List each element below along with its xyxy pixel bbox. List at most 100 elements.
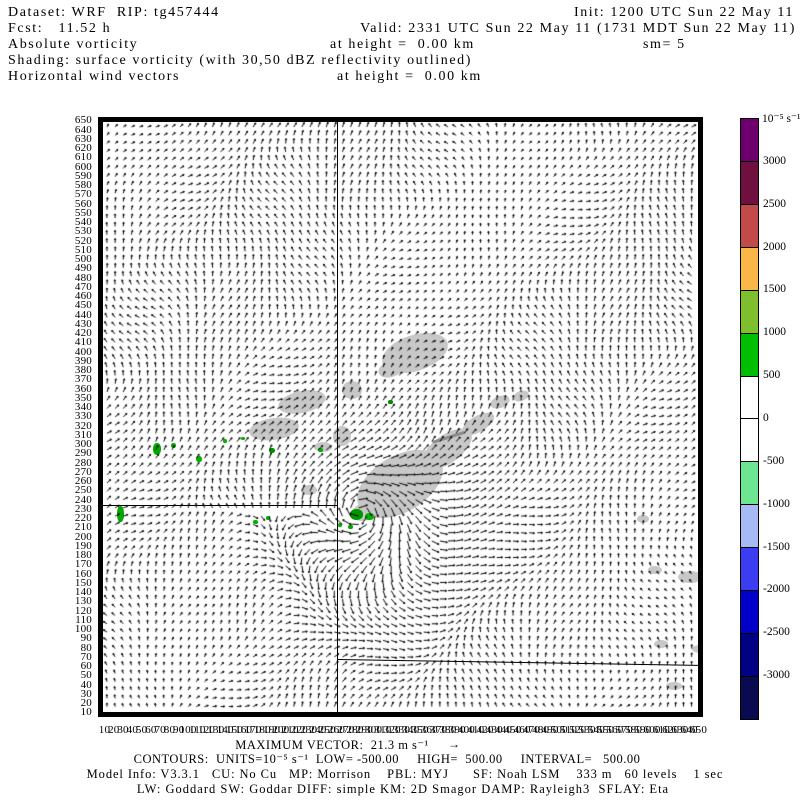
x-tick-label: 130 — [207, 724, 225, 736]
y-tick-label: 540 — [74, 216, 92, 229]
field-height-label: at height = 0.00 km — [330, 37, 475, 52]
x-tick-label: 70 — [154, 724, 166, 736]
y-tick-label: 150 — [74, 576, 92, 589]
y-tick-label: 200 — [74, 530, 92, 543]
y-tick-label: 60 — [80, 660, 92, 673]
y-tick-label: 220 — [74, 512, 92, 525]
x-tick-label: 90 — [173, 724, 185, 736]
y-tick-label: 320 — [74, 419, 92, 432]
field-title: Absolute vorticity — [8, 37, 139, 52]
x-tick-label: 490 — [541, 724, 559, 736]
y-tick-label: 510 — [74, 243, 92, 256]
x-tick-label: 500 — [550, 724, 568, 736]
x-tick-label: 460 — [513, 724, 531, 736]
y-tick-label: 250 — [74, 484, 92, 497]
colorbar-tick-label: 500 — [763, 369, 781, 382]
y-tick-label: 600 — [74, 160, 92, 173]
x-tick-label: 520 — [569, 724, 587, 736]
x-tick-label: 60 — [145, 724, 157, 736]
header-forecast-hour: Fcst: 11.52 h — [8, 21, 112, 36]
max-vector-label: MAXIMUM VECTOR: 21.3 m s⁻¹ — [235, 738, 429, 752]
colorbar-cell — [741, 332, 758, 376]
x-tick-label: 530 — [578, 724, 596, 736]
y-tick-label: 620 — [74, 142, 92, 155]
x-tick-label: 420 — [476, 724, 494, 736]
x-tick-label: 190 — [262, 724, 281, 736]
x-tick-label: 440 — [495, 724, 513, 736]
y-tick-label: 420 — [74, 327, 92, 340]
x-tick-label: 630 — [671, 724, 689, 736]
x-tick-label: 650 — [689, 724, 708, 736]
x-tick-label: 10 — [98, 724, 111, 736]
colorbar-cell — [741, 633, 758, 676]
y-tick-label: 570 — [74, 188, 92, 201]
y-tick-label: 280 — [74, 456, 92, 469]
y-tick-label: 520 — [74, 234, 92, 247]
x-tick-label: 280 — [346, 724, 364, 736]
colorbar-cell — [741, 418, 758, 462]
y-tick-label: 650 — [74, 114, 92, 127]
x-tick-label: 360 — [420, 724, 438, 736]
x-tick-label: 180 — [253, 724, 271, 736]
y-tick-label: 90 — [80, 632, 92, 645]
y-tick-label: 20 — [80, 697, 92, 710]
x-tick-label: 400 — [457, 724, 476, 736]
colorbar-cell — [741, 289, 758, 333]
x-tick-label: 320 — [383, 724, 401, 736]
y-tick-label: 170 — [74, 558, 92, 571]
vector-description: Horizontal wind vectors — [8, 69, 181, 84]
colorbar-cell — [741, 246, 758, 290]
y-tick-label: 130 — [74, 595, 92, 608]
colorbar-tick-label: 0 — [763, 412, 769, 424]
x-tick-label: 150 — [225, 724, 243, 736]
smoothing-label: sm= 5 — [643, 37, 686, 52]
y-tick-label: 40 — [80, 678, 92, 691]
y-tick-label: 410 — [74, 336, 92, 349]
y-tick-label: 480 — [74, 271, 92, 284]
x-tick-label: 590 — [634, 724, 652, 736]
x-tick-label: 40 — [126, 724, 139, 736]
colorbar-cell — [741, 160, 758, 204]
x-tick-label: 430 — [485, 724, 503, 736]
x-tick-label: 480 — [532, 724, 550, 736]
vector-height-label: at height = 0.00 km — [337, 69, 482, 84]
colorbar-tick-label: -1500 — [763, 540, 790, 553]
y-tick-label: 230 — [74, 502, 92, 515]
y-tick-label: 550 — [74, 206, 92, 219]
colorbar-cell — [741, 675, 758, 719]
model-info-line1: Model Info: V3.3.1 CU: No Cu MP: Morriso… — [86, 767, 724, 781]
model-info-line2: LW: Goddard SW: Goddar DIFF: simple KM: … — [136, 782, 670, 796]
colorbar-tick-label: 2000 — [763, 240, 786, 253]
y-tick-label: 460 — [74, 290, 92, 303]
y-tick-label: 300 — [74, 438, 92, 451]
y-tick-label: 330 — [74, 410, 92, 423]
colorbar-cell — [741, 375, 758, 419]
x-tick-label: 80 — [163, 724, 176, 736]
wind-vector-canvas — [103, 122, 698, 712]
x-tick-label: 270 — [337, 724, 355, 736]
x-tick-label: 540 — [587, 724, 605, 736]
y-tick-label: 30 — [80, 687, 92, 700]
header-dataset: Dataset: WRF RIP: tg457444 — [8, 5, 220, 20]
colorbar-tick-label: -3000 — [763, 669, 790, 682]
colorbar-cell — [741, 590, 758, 634]
y-tick-label: 400 — [74, 345, 92, 358]
y-tick-label: 390 — [74, 354, 92, 367]
x-tick-label: 250 — [318, 724, 336, 736]
colorbar-cell — [741, 504, 758, 548]
y-tick-label: 370 — [74, 373, 92, 386]
x-tick-label: 50 — [135, 724, 148, 736]
x-tick-label: 410 — [467, 724, 485, 736]
x-tick-label: 450 — [504, 724, 522, 736]
y-tick-label: 10 — [80, 706, 92, 719]
x-tick-label: 160 — [235, 724, 253, 736]
y-tick-label: 380 — [74, 364, 92, 377]
y-tick-label: 50 — [80, 669, 92, 682]
y-tick-label: 500 — [74, 253, 92, 266]
colorbar-tick-label: -2000 — [763, 583, 790, 596]
colorbar-cell — [741, 203, 758, 247]
x-tick-label: 550 — [597, 724, 615, 736]
max-vector-reference-arrow-icon: → — [448, 737, 460, 751]
x-tick-label: 350 — [411, 724, 429, 736]
